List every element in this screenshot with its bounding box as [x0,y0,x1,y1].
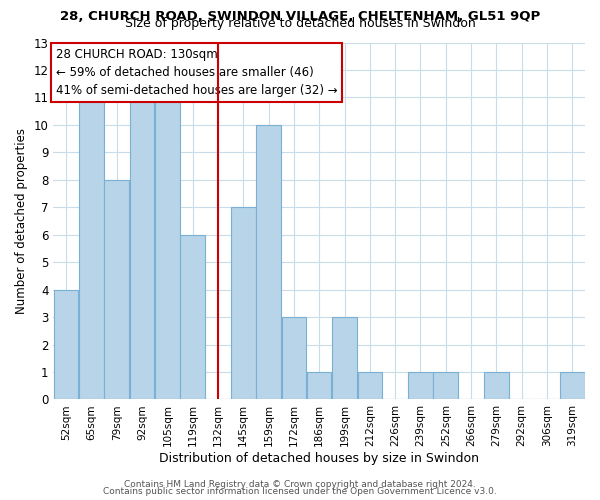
Bar [181,234,205,400]
X-axis label: Distribution of detached houses by size in Swindon: Distribution of detached houses by size … [159,452,479,465]
Bar [433,372,458,400]
Bar [79,98,104,400]
Bar [408,372,433,400]
Bar [358,372,382,400]
Text: Contains public sector information licensed under the Open Government Licence v3: Contains public sector information licen… [103,487,497,496]
Y-axis label: Number of detached properties: Number of detached properties [15,128,28,314]
Text: Size of property relative to detached houses in Swindon: Size of property relative to detached ho… [125,18,475,30]
Bar [281,317,306,400]
Bar [104,180,129,400]
Bar [256,125,281,400]
Bar [54,290,79,400]
Text: 28 CHURCH ROAD: 130sqm
← 59% of detached houses are smaller (46)
41% of semi-det: 28 CHURCH ROAD: 130sqm ← 59% of detached… [56,48,338,97]
Bar [231,207,256,400]
Text: 28, CHURCH ROAD, SWINDON VILLAGE, CHELTENHAM, GL51 9QP: 28, CHURCH ROAD, SWINDON VILLAGE, CHELTE… [60,10,540,23]
Bar [332,317,357,400]
Bar [155,98,179,400]
Bar [560,372,584,400]
Bar [307,372,331,400]
Bar [130,98,154,400]
Text: Contains HM Land Registry data © Crown copyright and database right 2024.: Contains HM Land Registry data © Crown c… [124,480,476,489]
Bar [484,372,509,400]
